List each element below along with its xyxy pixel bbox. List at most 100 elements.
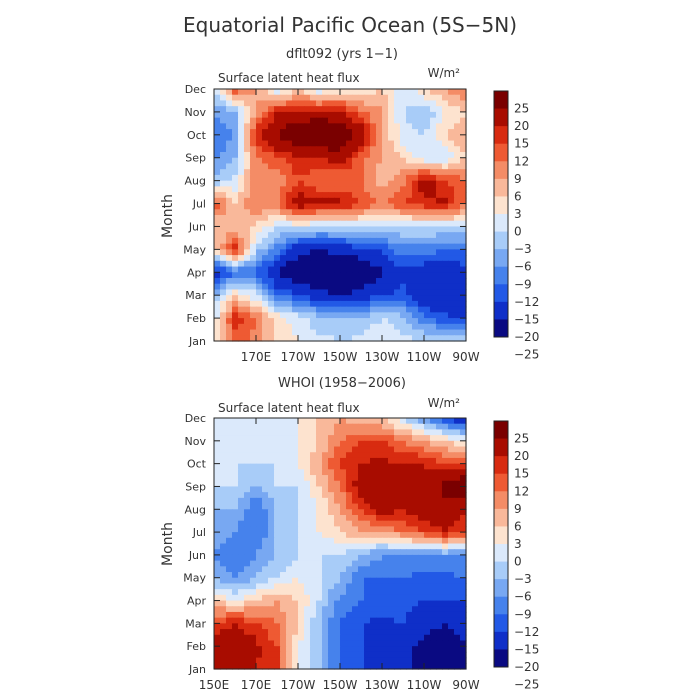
heatmap-cell — [346, 157, 353, 165]
heatmap-cell — [382, 475, 389, 482]
heatmap-cell — [352, 186, 359, 193]
heatmap-cell — [442, 520, 449, 527]
heatmap-cell — [268, 646, 275, 653]
heatmap-cell — [232, 100, 239, 107]
heatmap-cell — [238, 169, 245, 176]
heatmap-cell — [280, 492, 287, 499]
heatmap-cell — [238, 283, 245, 291]
heatmap-cell — [244, 566, 251, 573]
heatmap-cell — [220, 335, 227, 342]
month-tick-label: Sep — [185, 152, 206, 165]
heatmap-cell — [334, 157, 341, 165]
heatmap-cell — [322, 295, 329, 302]
heatmap-cell — [388, 174, 395, 182]
heatmap-cell — [406, 440, 413, 448]
heatmap-cell — [418, 197, 425, 205]
heatmap-cell — [334, 289, 341, 296]
heatmap-cell — [328, 606, 335, 613]
heatmap-cell — [400, 237, 407, 245]
heatmap-cell — [310, 283, 317, 291]
heatmap-cell — [334, 611, 341, 619]
heatmap-cell — [388, 283, 395, 291]
heatmap-cell — [268, 663, 275, 670]
heatmap-cell — [316, 180, 323, 187]
heatmap-cell — [412, 100, 419, 107]
heatmap-cell — [316, 497, 323, 505]
colorbar-swatch — [494, 161, 508, 180]
heatmap-cell — [328, 295, 335, 302]
heatmap-cell — [238, 312, 245, 319]
heatmap-cell — [358, 497, 365, 505]
colorbar-swatch — [494, 301, 508, 320]
heatmap-cell — [220, 134, 227, 142]
heatmap-cell — [388, 418, 395, 425]
heatmap-cell — [214, 226, 221, 233]
heatmap-cell — [406, 232, 413, 239]
heatmap-cell — [232, 532, 239, 539]
heatmap-cell — [370, 123, 377, 130]
heatmap-cell — [262, 577, 269, 585]
heatmap-cell — [214, 209, 221, 216]
heatmap-cell — [382, 572, 389, 579]
heatmap-cell — [442, 266, 449, 273]
heatmap-cell — [382, 452, 389, 459]
heatmap-cell — [352, 180, 359, 187]
heatmap-cell — [322, 174, 329, 182]
heatmap-cell — [214, 452, 221, 459]
heatmap-cell — [424, 192, 431, 199]
heatmap-cell — [406, 329, 413, 336]
heatmap-cell — [406, 566, 413, 573]
heatmap-cell — [214, 318, 221, 325]
heatmap-cell — [220, 329, 227, 336]
heatmap-cell — [322, 180, 329, 187]
heatmap-cell — [310, 163, 317, 170]
heatmap-cell — [268, 300, 275, 308]
heatmap-cell — [238, 646, 245, 653]
heatmap-cell — [412, 209, 419, 216]
heatmap-cell — [286, 100, 293, 107]
heatmap-cell — [412, 278, 419, 285]
heatmap-cell — [232, 469, 239, 476]
heatmap-cell — [214, 180, 221, 187]
heatmap-cell — [376, 617, 383, 624]
heatmap-cell — [430, 497, 437, 505]
heatmap-cell — [418, 560, 425, 567]
heatmap-cell — [274, 452, 281, 459]
heatmap-cell — [286, 589, 293, 596]
heatmap-cell — [340, 657, 347, 664]
heatmap-cell — [370, 209, 377, 216]
heatmap-cell — [370, 640, 377, 647]
colorbar-level-label: 3 — [514, 207, 522, 221]
month-tick-label: Apr — [187, 595, 207, 608]
heatmap-cell — [370, 129, 377, 136]
heatmap-cell — [286, 583, 293, 590]
heatmap-cell — [394, 566, 401, 573]
heatmap-cell — [232, 123, 239, 130]
heatmap-cell — [262, 197, 269, 205]
heatmap-cell — [280, 255, 287, 262]
heatmap-cell — [400, 594, 407, 602]
heatmap-cell — [346, 272, 353, 279]
heatmap-cell — [292, 623, 299, 630]
heatmap-cell — [412, 152, 419, 159]
heatmap-cell — [232, 312, 239, 319]
heatmap-cell — [442, 509, 449, 516]
heatmap-cell — [292, 329, 299, 336]
heatmap-cell — [298, 629, 305, 636]
heatmap-cell — [358, 243, 365, 250]
heatmap-cell — [250, 232, 257, 239]
heatmap-cell — [460, 237, 467, 245]
heatmap-cell — [436, 169, 443, 176]
heatmap-cell — [310, 243, 317, 250]
heatmap-cell — [220, 651, 227, 659]
heatmap-cell — [448, 623, 455, 630]
heatmap-cell — [220, 429, 227, 436]
heatmap-cell — [268, 266, 275, 273]
heatmap-cell — [310, 457, 317, 465]
heatmap-cell — [256, 634, 263, 642]
heatmap-cell — [406, 111, 413, 119]
heatmap-cell — [424, 329, 431, 336]
heatmap-cell — [214, 549, 221, 556]
heatmap-cell — [400, 180, 407, 187]
heatmap-cell — [226, 497, 233, 505]
